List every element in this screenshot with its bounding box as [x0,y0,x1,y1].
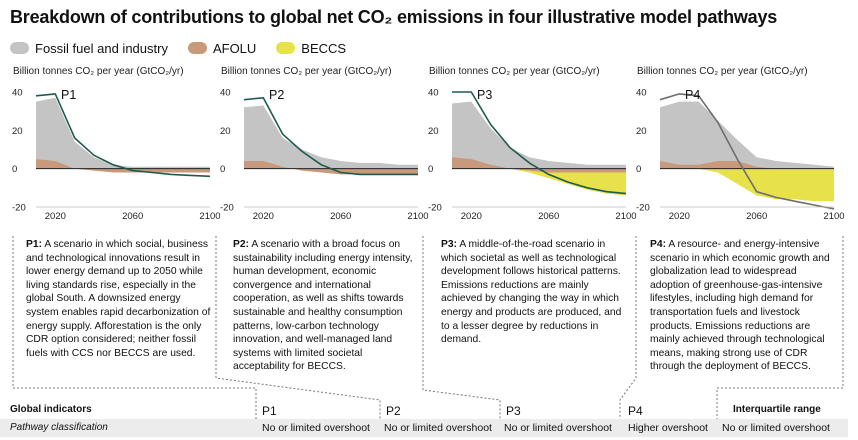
cell-p4: Higher overshoot [628,422,708,434]
chart-p3: 40 20 0 -20 2020 2060 2100 P3 [428,88,637,223]
x-tick-p1-2060: 2060 [122,211,143,222]
area-beccs-p4 [660,168,834,202]
y-tick-p4-0: 0 [636,164,641,175]
col-header-p4: P4 [628,404,643,418]
y-tick-p4-20: 20 [636,126,647,137]
col-header-iqr: Interquartile range [733,404,821,415]
description-text-p1: A scenario in which social, business and… [26,239,211,359]
y-tick-p1--20: -20 [12,203,26,214]
x-tick-p1-2020: 2020 [45,211,66,222]
panel-label-p1: P1 [61,88,76,102]
row-label-pathway-classification: Pathway classification [10,422,108,433]
legend-item-fossil: Fossil fuel and industry [10,41,168,56]
col-header-p1: P1 [262,404,277,418]
y-tick-p4--20: -20 [636,203,650,214]
col-header-p3: P3 [506,404,521,418]
net-line-p4 [659,93,835,210]
panel-p2: Billion tonnes CO₂ per year (GtCO₂/yr) 4… [218,66,429,226]
y-tick-p2--20: -20 [220,203,234,214]
net-line-p2 [243,97,418,176]
cell-p2: No or limited overshoot [384,422,492,434]
y-axis-label-p2: Billion tonnes CO₂ per year (GtCO₂/yr) [221,66,392,77]
description-label-p2: P2: [233,239,250,250]
description-text-p3: A middle-of-the-road scenario in which s… [441,239,622,346]
legend-item-afolu: AFOLU [187,40,257,56]
cell-p1: No or limited overshoot [262,422,370,434]
y-tick-p3-0: 0 [428,164,433,175]
area-afolu-p2 [244,161,418,175]
legend-item-beccs: BECCS [276,41,346,56]
description-text-p4: A resource- and energy-intensive scenari… [650,239,830,373]
y-tick-p3-20: 20 [428,126,439,137]
area-fossil-p3 [452,101,626,169]
panel-label-p3: P3 [477,88,492,102]
y-tick-p3-40: 40 [428,88,439,99]
legend-label-afolu: AFOLU [212,40,257,56]
x-tick-p4-2020: 2020 [669,211,690,222]
area-fossil-p1 [36,97,210,169]
legend-label-fossil: Fossil fuel and industry [35,40,168,56]
y-tick-p2-20: 20 [220,126,231,137]
legend-swatch-fossil [10,42,29,54]
description-p2: P2: A scenario with a broad focus on sus… [233,238,419,374]
description-label-p1: P1: [26,239,43,250]
y-axis-label-p3: Billion tonnes CO₂ per year (GtCO₂/yr) [429,66,600,77]
y-tick-p3--20: -20 [428,203,442,214]
col-header-p2: P2 [386,404,401,418]
area-fossil-p4 [660,101,834,169]
x-tick-p2-2020: 2020 [253,211,274,222]
description-label-p4: P4: [650,239,667,250]
panel-label-p4: P4 [685,88,700,102]
panel-label-p2: P2 [269,88,284,102]
table-row [0,419,848,437]
y-tick-p1-0: 0 [12,164,17,175]
description-p1: P1: A scenario in which social, business… [26,238,212,360]
y-axis-label-p4: Billion tonnes CO₂ per year (GtCO₂/yr) [637,66,808,77]
cell-p3: No or limited overshoot [504,422,612,434]
chart-title: Breakdown of contributions to global net… [10,7,778,27]
indicators-title: Global indicators [10,404,92,415]
x-tick-p4-2060: 2060 [746,211,767,222]
net-line-p3 [452,91,627,195]
y-tick-p1-40: 40 [12,88,23,99]
cell-iqr: No or limited overshoot [722,422,830,434]
area-beccs-p3 [452,168,626,196]
x-tick-p2-2060: 2060 [330,211,351,222]
indicators-table: Global indicators P1 P2 P3 P4 Interquart… [0,398,858,440]
legend-label-beccs: BECCS [301,40,347,56]
chart-p2: 40 20 0 -20 2020 2060 2100 P2 [220,88,429,223]
panel-p1: Billion tonnes CO₂ per year (GtCO₂/yr) 4… [10,66,221,226]
chart-p1: 40 20 0 -20 2020 2060 2100 P1 [12,88,221,223]
description-label-p3: P3: [441,239,458,250]
description-p4: P4: A resource- and energy-intensive sce… [650,238,836,374]
description-p3: P3: A middle-of-the-road scenario in whi… [441,238,627,347]
x-tick-p3-2020: 2020 [461,211,482,222]
net-line-p1 [35,93,211,178]
y-tick-p2-40: 40 [220,88,231,99]
area-afolu-p4 [660,161,834,169]
x-tick-p2-2100: 2100 [407,211,428,222]
panel-p3: Billion tonnes CO₂ per year (GtCO₂/yr) 4… [426,66,637,226]
x-tick-p3-2060: 2060 [538,211,559,222]
y-axis-label-p1: Billion tonnes CO₂ per year (GtCO₂/yr) [13,66,184,77]
description-text-p2: A scenario with a broad focus on sustain… [233,239,413,373]
legend: Fossil fuel and industry AFOLU BECCS [10,38,366,58]
x-tick-p4-2100: 2100 [823,211,844,222]
y-tick-p4-40: 40 [636,88,647,99]
legend-swatch-beccs [276,42,296,54]
y-tick-p2-0: 0 [220,164,225,175]
y-tick-p1-20: 20 [12,126,23,137]
panel-p4: Billion tonnes CO₂ per year (GtCO₂/yr) 4… [634,66,845,226]
chart-p4: 40 20 0 -20 2020 2060 2100 P4 [636,88,845,223]
x-tick-p1-2100: 2100 [199,211,220,222]
legend-swatch-afolu [187,42,207,54]
area-fossil-p2 [244,105,418,169]
x-tick-p3-2100: 2100 [615,211,636,222]
